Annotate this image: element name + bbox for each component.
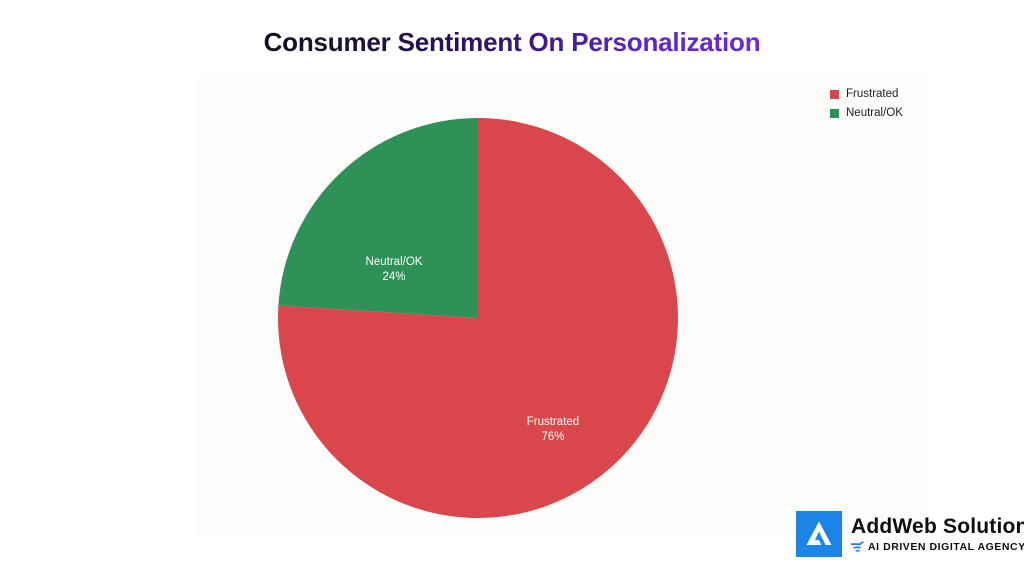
page-title: Consumer Sentiment On Personalization <box>0 25 1024 59</box>
logo-tagline-row: AI DRIVEN DIGITAL AGENCY <box>851 540 1024 554</box>
logo-company-name: AddWeb Solution <box>851 514 1024 538</box>
legend-item-neutral[interactable]: Neutral/OK <box>830 105 926 122</box>
pie-chart-svg <box>278 118 678 518</box>
legend-swatch-neutral <box>830 109 839 118</box>
legend-item-frustrated[interactable]: Frustrated <box>830 86 926 103</box>
pie-chart: Neutral/OK 24% Frustrated 76% <box>278 118 678 518</box>
legend-label-neutral: Neutral/OK <box>846 107 903 119</box>
chart-legend: Frustrated Neutral/OK <box>830 86 926 124</box>
swoosh-left-icon <box>851 541 864 552</box>
chart-panel: Frustrated Neutral/OK Neutral/OK 24% Fru… <box>196 78 928 534</box>
pie-slice-neutral[interactable] <box>278 118 478 318</box>
logo-text-block: AddWeb Solution AI DRIVEN DIGITAL AGENCY <box>851 515 1024 554</box>
brand-logo: AddWeb Solution AI DRIVEN DIGITAL AGENCY <box>796 511 1024 557</box>
addweb-logo-icon <box>796 511 842 557</box>
legend-swatch-frustrated <box>830 90 839 99</box>
pie-slice-frustrated[interactable] <box>278 118 678 518</box>
logo-tagline: AI DRIVEN DIGITAL AGENCY <box>868 540 1024 553</box>
legend-label-frustrated: Frustrated <box>846 88 899 100</box>
